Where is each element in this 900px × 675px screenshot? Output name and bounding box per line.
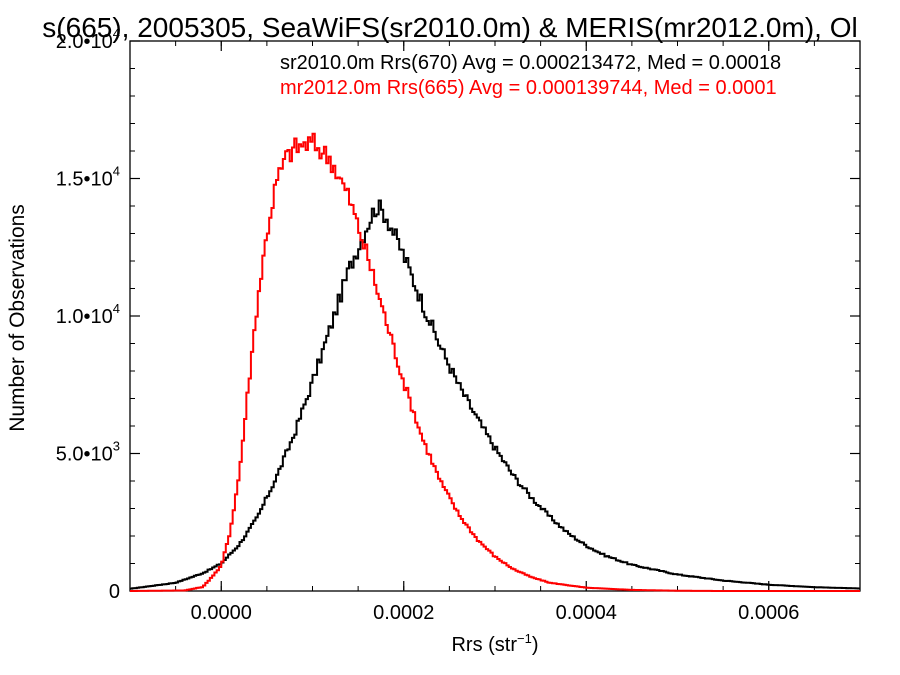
y-tick-label: 5.0•103: [56, 439, 120, 466]
x-tick-label: 0.0004: [556, 602, 617, 624]
histogram-series-0: [130, 199, 860, 590]
x-tick-label: 0.0006: [738, 602, 799, 624]
histogram-series-1: [130, 132, 860, 592]
plot-frame: [129, 40, 861, 592]
x-tick-label: 0.0000: [191, 602, 252, 624]
y-axis-label: Number of Observations: [6, 204, 29, 432]
series-layer: [130, 132, 860, 592]
x-tick-label: 0.0002: [373, 602, 434, 624]
x-axis-label: Rrs (str−1): [451, 631, 538, 656]
axis-ticks: 0.0000 0.0002 0.0004 0.0006 0 5.0•103 1.0•104 1…: [56, 26, 861, 624]
chart-title: s(665), 2005305, SeaWiFS(sr2010.0m) & ME…: [42, 12, 857, 43]
legend-entry-mr2012: mr2012.0m Rrs(665) Avg = 0.000139744, Me…: [280, 77, 777, 99]
y-tick-label: 1.0•104: [56, 301, 120, 328]
y-tick-label: 2.0•104: [56, 26, 120, 53]
y-tick-label: 1.5•104: [56, 164, 120, 191]
y-tick-label: 0: [109, 581, 120, 603]
legend-entry-sr2010: sr2010.0m Rrs(670) Avg = 0.000213472, Me…: [280, 52, 781, 74]
